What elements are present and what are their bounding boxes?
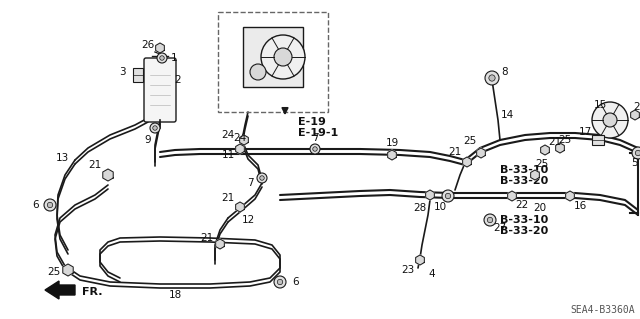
Circle shape — [603, 113, 617, 127]
Polygon shape — [216, 239, 225, 249]
Circle shape — [157, 53, 167, 63]
Bar — [218, 12, 328, 112]
Text: 7: 7 — [246, 178, 253, 188]
Text: 21: 21 — [88, 160, 102, 170]
Circle shape — [160, 56, 164, 60]
Text: 25: 25 — [634, 102, 640, 112]
Circle shape — [487, 217, 493, 223]
Text: 23: 23 — [401, 265, 415, 275]
Text: 16: 16 — [573, 201, 587, 211]
Text: 21: 21 — [221, 193, 235, 203]
Circle shape — [313, 147, 317, 151]
Text: 10: 10 — [433, 202, 447, 212]
Circle shape — [592, 102, 628, 138]
Circle shape — [250, 64, 266, 80]
Circle shape — [632, 147, 640, 159]
Text: 7: 7 — [312, 133, 318, 143]
Text: 6: 6 — [33, 200, 39, 210]
Text: 18: 18 — [168, 290, 182, 300]
Text: E-19: E-19 — [298, 117, 326, 127]
Text: 12: 12 — [241, 215, 255, 225]
Text: 3: 3 — [118, 67, 125, 77]
Text: B-33-10: B-33-10 — [500, 165, 548, 175]
Circle shape — [260, 176, 264, 180]
Text: B-33-20: B-33-20 — [500, 176, 548, 186]
Bar — [133, 68, 143, 82]
Text: 28: 28 — [413, 203, 427, 213]
Circle shape — [442, 190, 454, 202]
Polygon shape — [415, 255, 424, 265]
Text: 27: 27 — [493, 223, 507, 233]
Polygon shape — [630, 110, 639, 120]
Text: 8: 8 — [502, 67, 508, 77]
Polygon shape — [426, 190, 435, 200]
Text: 20: 20 — [533, 203, 547, 213]
Text: 19: 19 — [385, 138, 399, 148]
Circle shape — [274, 276, 286, 288]
Polygon shape — [477, 148, 485, 158]
Bar — [592, 135, 604, 145]
Text: 11: 11 — [221, 150, 235, 160]
Polygon shape — [463, 157, 471, 167]
Text: 15: 15 — [593, 100, 607, 110]
Text: SEA4-B3360A: SEA4-B3360A — [570, 305, 635, 315]
Circle shape — [44, 199, 56, 211]
Circle shape — [150, 123, 160, 133]
Circle shape — [484, 214, 496, 226]
Text: 24: 24 — [234, 133, 246, 143]
Text: 26: 26 — [141, 40, 155, 50]
Text: 9: 9 — [145, 135, 151, 145]
Polygon shape — [156, 43, 164, 53]
Circle shape — [274, 48, 292, 66]
Text: 4: 4 — [429, 269, 435, 279]
Text: 24: 24 — [221, 130, 235, 140]
Circle shape — [489, 75, 495, 81]
Polygon shape — [556, 143, 564, 153]
Text: 2: 2 — [175, 75, 181, 85]
Polygon shape — [63, 264, 73, 276]
Bar — [243, 27, 303, 87]
Circle shape — [47, 202, 52, 208]
Polygon shape — [236, 202, 244, 212]
Circle shape — [257, 173, 267, 183]
Text: 14: 14 — [500, 110, 514, 120]
Circle shape — [277, 279, 283, 285]
Polygon shape — [566, 191, 574, 201]
Text: 21: 21 — [200, 233, 214, 243]
FancyBboxPatch shape — [144, 58, 176, 122]
Circle shape — [261, 35, 305, 79]
Circle shape — [310, 144, 320, 154]
Circle shape — [445, 193, 451, 199]
Text: 22: 22 — [515, 200, 529, 210]
FancyArrow shape — [45, 281, 75, 299]
Circle shape — [153, 126, 157, 130]
Text: 13: 13 — [56, 153, 68, 163]
Polygon shape — [541, 145, 549, 155]
Text: 17: 17 — [579, 127, 591, 137]
Circle shape — [485, 71, 499, 85]
Text: 25: 25 — [558, 135, 572, 145]
Text: 25: 25 — [463, 136, 477, 146]
Circle shape — [636, 150, 640, 156]
Polygon shape — [239, 135, 248, 145]
Text: 21: 21 — [548, 137, 562, 147]
Text: 25: 25 — [536, 159, 548, 169]
Text: 6: 6 — [292, 277, 300, 287]
Text: 5: 5 — [632, 158, 638, 168]
Text: B-33-20: B-33-20 — [500, 226, 548, 236]
Polygon shape — [531, 170, 540, 180]
Text: 1: 1 — [171, 53, 177, 63]
Text: E-19-1: E-19-1 — [298, 128, 339, 138]
Text: 25: 25 — [47, 267, 61, 277]
Polygon shape — [103, 169, 113, 181]
Text: FR.: FR. — [82, 287, 102, 297]
Polygon shape — [388, 150, 396, 160]
Text: B-33-10: B-33-10 — [500, 215, 548, 225]
Polygon shape — [508, 191, 516, 201]
Text: 21: 21 — [449, 147, 461, 157]
Polygon shape — [236, 144, 244, 154]
